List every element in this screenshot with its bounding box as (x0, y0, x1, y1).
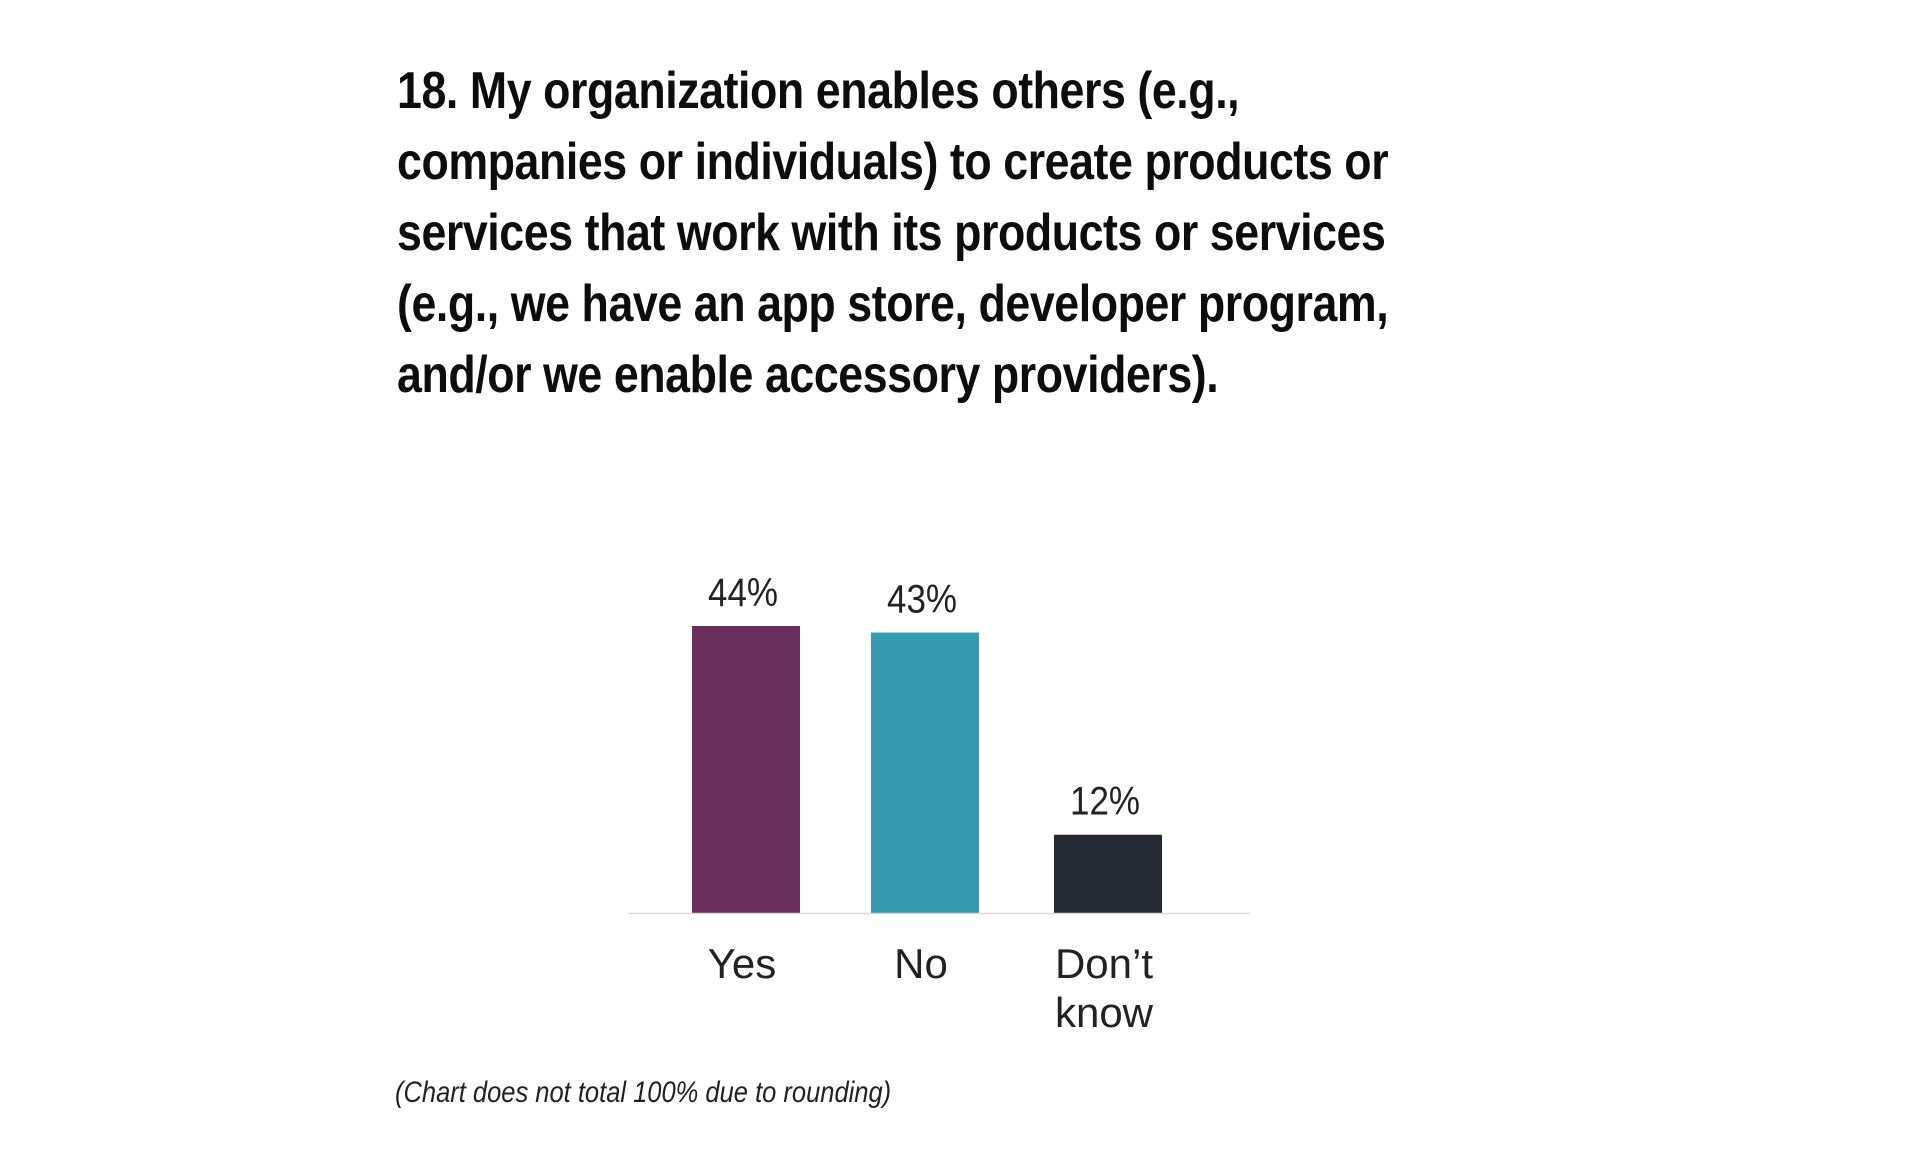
chart-footnote: (Chart does not total 100% due to roundi… (395, 1076, 892, 1109)
value-label-no: 43% (887, 578, 957, 622)
category-label-line: No (894, 940, 948, 987)
bar-don-t-know (1054, 834, 1162, 913)
value-label-don-t-know: 12% (1070, 780, 1140, 824)
page-title: 18. My organization enables others (e.g.… (397, 62, 1389, 404)
category-label-no: No (894, 940, 948, 987)
category-label-line: Don’t (1055, 940, 1153, 987)
bar-no (871, 632, 979, 913)
value-labels-group: 44% 43% 12% (708, 571, 1140, 824)
value-label-yes: 44% (708, 571, 778, 615)
category-label-line: Yes (708, 940, 777, 987)
category-label-yes: Yes (708, 940, 777, 987)
bars-group (692, 626, 1162, 913)
category-label-line: know (1055, 989, 1154, 1036)
category-label-don-t-know: Don’t know (1055, 940, 1154, 1036)
bar-yes (692, 626, 800, 913)
category-labels-group: Yes No Don’t know (708, 940, 1154, 1036)
